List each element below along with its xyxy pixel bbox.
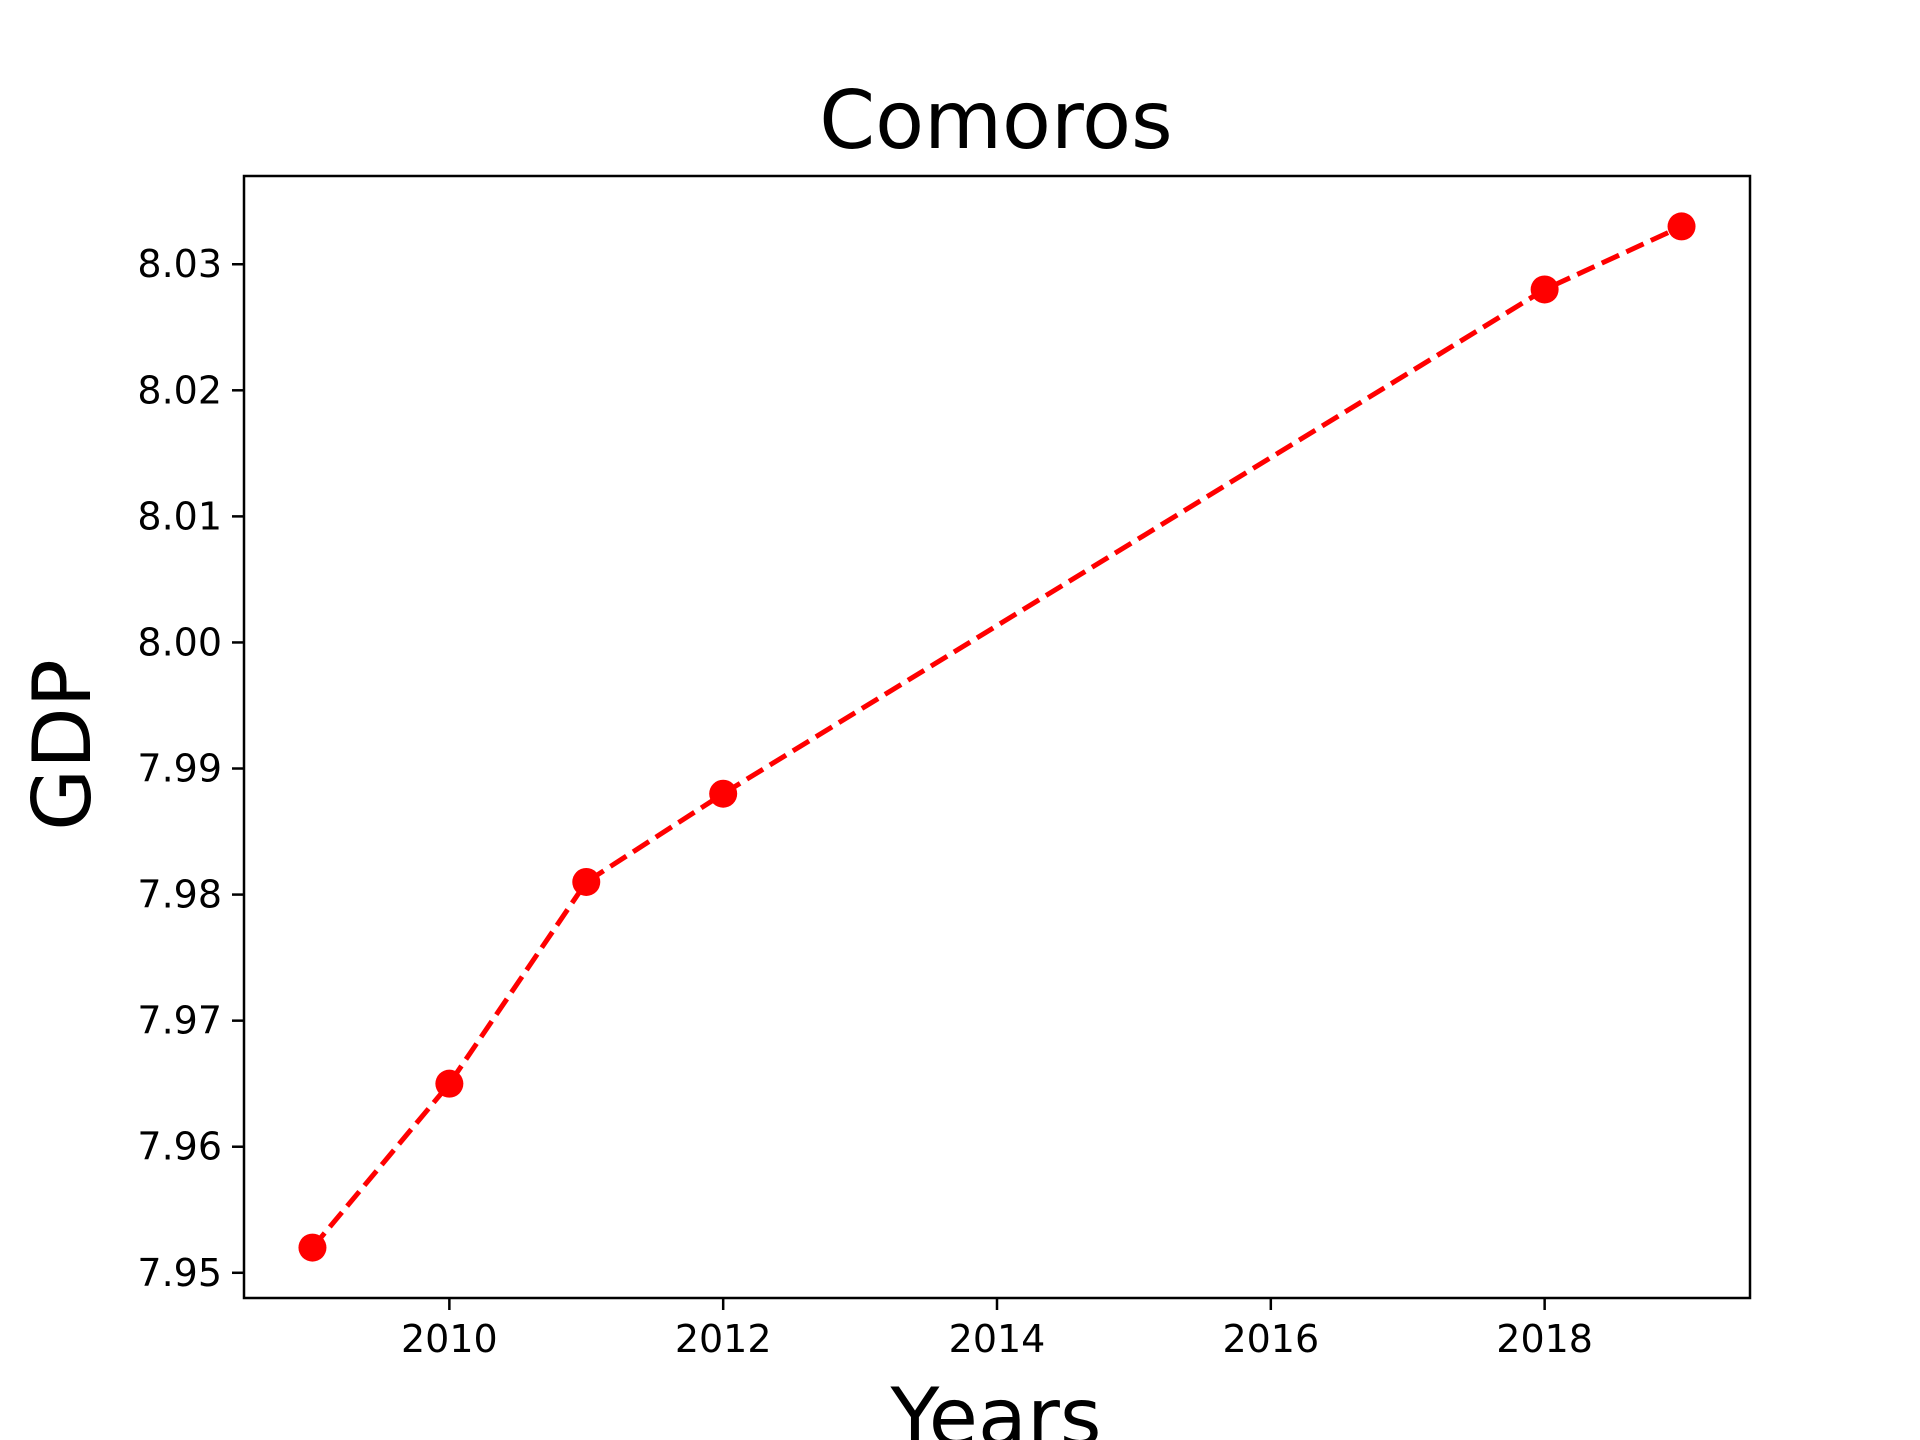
data-point bbox=[1530, 275, 1559, 304]
x-axis: 2010 2012 2014 2016 2018 bbox=[401, 1298, 1593, 1361]
x-tick-label: 2010 bbox=[401, 1317, 498, 1361]
y-tick-label: 7.99 bbox=[137, 747, 222, 791]
series-line bbox=[310, 224, 1683, 1250]
y-tick-label: 8.00 bbox=[137, 620, 222, 664]
y-axis: 7.95 7.96 7.97 7.98 7.99 8.00 8.01 8.02 8.03 bbox=[137, 242, 244, 1295]
chart-title: Comoros bbox=[819, 74, 1172, 167]
data-point bbox=[298, 1233, 327, 1262]
y-axis-title: GDP bbox=[16, 659, 109, 831]
y-tick-label: 8.01 bbox=[137, 494, 222, 538]
y-tick-label: 7.95 bbox=[137, 1251, 222, 1295]
data-point bbox=[709, 779, 738, 808]
x-axis-title: Years bbox=[889, 1371, 1101, 1440]
x-tick-label: 2012 bbox=[675, 1317, 772, 1361]
y-tick-label: 7.96 bbox=[137, 1125, 222, 1169]
y-tick-label: 8.02 bbox=[137, 368, 222, 412]
x-tick-label: 2016 bbox=[1222, 1317, 1319, 1361]
data-point bbox=[435, 1069, 464, 1098]
y-tick-label: 7.98 bbox=[137, 873, 222, 917]
y-tick-label: 7.97 bbox=[137, 999, 222, 1043]
y-tick-label: 8.03 bbox=[137, 242, 222, 286]
data-point bbox=[572, 867, 601, 896]
x-tick-label: 2018 bbox=[1496, 1317, 1593, 1361]
data-point bbox=[1667, 212, 1696, 241]
x-tick-label: 2014 bbox=[949, 1317, 1046, 1361]
